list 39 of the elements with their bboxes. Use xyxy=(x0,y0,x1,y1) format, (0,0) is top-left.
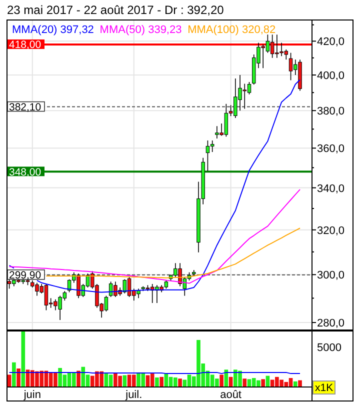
ref-line-label: 299,90 xyxy=(9,269,42,282)
chart-title: 23 mai 2017 - 22 août 2017 - Dr : 392,20 xyxy=(7,3,224,17)
ref-line-label: 348,00 xyxy=(9,166,42,178)
bar xyxy=(242,378,247,387)
bar xyxy=(178,378,182,387)
bar xyxy=(72,373,76,387)
bar xyxy=(132,374,136,387)
bar xyxy=(298,380,302,387)
bar xyxy=(21,331,26,387)
x-tick-label: juil. xyxy=(124,389,142,401)
text: MMA(100) 320,82 xyxy=(188,24,276,36)
y-tick-label: 420,0 xyxy=(317,36,345,48)
bar xyxy=(122,375,127,387)
y-tick-label: 360,0 xyxy=(317,143,345,156)
bar xyxy=(150,374,154,387)
ref-line-label: 382,10 xyxy=(9,101,42,114)
bar xyxy=(16,368,20,387)
bar xyxy=(76,370,80,387)
y-tick-label: 280,0 xyxy=(317,318,345,330)
bar xyxy=(155,377,159,387)
x-tick-label: août xyxy=(220,389,242,401)
bar xyxy=(220,374,224,387)
ref-line-label: 418,00 xyxy=(9,39,42,52)
x-tick-label: juin xyxy=(22,389,41,401)
text: MMA(20) 397,32 xyxy=(12,24,94,36)
candlestick xyxy=(210,140,214,152)
bar xyxy=(293,381,298,387)
bar xyxy=(160,376,164,387)
y-tick-label: 320,0 xyxy=(317,224,345,237)
y-tick-label: 340,0 xyxy=(317,182,345,195)
bar xyxy=(261,379,266,387)
text: 5000 xyxy=(317,342,342,354)
bar xyxy=(81,366,86,387)
bar xyxy=(12,362,16,387)
y-tick-label: 300,0 xyxy=(317,270,345,282)
y-axis-title: x1K xyxy=(315,382,334,394)
text: MMA(50) 339,23 xyxy=(100,24,182,36)
y-tick-label: 400,0 xyxy=(317,70,345,82)
y-tick-label: 380,0 xyxy=(317,106,345,118)
